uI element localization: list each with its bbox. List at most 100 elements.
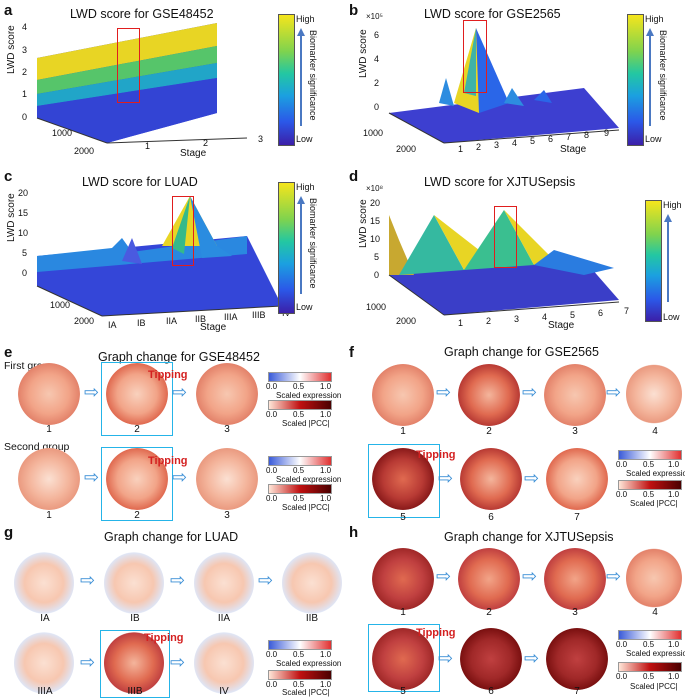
panel-d-stage-tick: 7 <box>624 306 630 316</box>
stage-label: 2 <box>486 607 492 618</box>
network-graph <box>18 448 80 510</box>
panel-d-ytick: 0 <box>374 270 380 280</box>
legend-tick: 1.0 <box>668 490 680 499</box>
stage-label: 5 <box>400 686 406 697</box>
panel-b-stage-tick: 9 <box>604 128 610 138</box>
panel-a-ytick: 4 <box>22 22 28 32</box>
arrow-right-icon: ⇨ <box>606 566 622 586</box>
panel-d-ytick: 10 <box>370 234 381 244</box>
legend-tick: 1.0 <box>320 494 332 503</box>
stage-label: IIB <box>305 613 319 624</box>
panel-letter-d: d <box>349 168 359 185</box>
arrow-up-icon <box>646 28 654 36</box>
arrow-right-icon: ⇨ <box>524 468 540 488</box>
stage-label: 2 <box>486 426 492 437</box>
panel-c-ytick: 20 <box>18 188 29 198</box>
panel-b-stage-tick: 6 <box>548 134 554 144</box>
panel-letter-h: h <box>349 524 359 541</box>
arrow-right-icon: ⇨ <box>170 570 186 590</box>
tipping-box <box>101 447 173 521</box>
panel-c-stage-tick: IIB <box>195 314 207 324</box>
arrow-right-icon: ⇨ <box>522 566 538 586</box>
panel-b-colorbar <box>627 14 644 146</box>
stage-label: 4 <box>652 607 658 618</box>
stage-label: 1 <box>400 426 406 437</box>
panel-a-depth-tick: 1000 <box>52 128 73 138</box>
panel-d-title: LWD score for XJTUSepsis <box>424 175 576 189</box>
colorbar-side-label: Biomarker significance <box>308 198 318 289</box>
legend-pcc-bar <box>618 480 682 490</box>
tipping-box <box>368 624 440 692</box>
stage-label: IV <box>219 686 229 697</box>
stage-label: 2 <box>134 424 140 435</box>
colorbar-low-label: Low <box>296 134 313 144</box>
panel-c-stage-tick: IIIB <box>252 310 266 320</box>
panel-c-stage-tick: IIA <box>166 316 178 326</box>
arrow-right-icon: ⇨ <box>438 648 454 668</box>
legend-tick: 1.0 <box>320 650 332 659</box>
stage-label: IIIA <box>37 686 53 697</box>
panel-d-ytick: 5 <box>374 252 380 262</box>
arrow-right-icon: ⇨ <box>436 382 452 402</box>
panel-a-ytick: 1 <box>22 89 28 99</box>
legend-pcc-bar <box>618 662 682 672</box>
legend-pcc-bar <box>268 670 332 680</box>
stage-label: 1 <box>46 510 52 521</box>
legend-tick: 0.0 <box>266 650 278 659</box>
network-graph <box>104 552 164 614</box>
stage-label: 6 <box>488 686 494 697</box>
legend-tick: 0.0 <box>266 494 278 503</box>
arrow-right-icon: ⇨ <box>170 652 186 672</box>
panel-b-stage-tick: 2 <box>476 142 482 152</box>
panel-d-ytick: 15 <box>370 216 381 226</box>
network-graph <box>372 448 434 510</box>
network-graph <box>14 552 74 614</box>
legend-tick: 1.0 <box>320 680 332 689</box>
panel-c-stage-tick: IB <box>137 318 146 328</box>
panel-a-ytick: 3 <box>22 45 28 55</box>
panel-h-title: Graph change for XJTUSepsis <box>444 530 614 544</box>
legend-tick: 0.0 <box>616 640 628 649</box>
arrow-right-icon: ⇨ <box>606 382 622 402</box>
legend-expression-label: Scaled expression <box>626 649 685 658</box>
stage-label: 3 <box>572 607 578 618</box>
network-graph <box>104 632 164 694</box>
legend-expression-bar <box>618 630 682 640</box>
arrow-right-icon: ⇨ <box>172 467 188 487</box>
network-graph <box>626 364 682 424</box>
panel-b-ytick: 2 <box>374 78 380 88</box>
panel-a-xlabel: Stage <box>180 148 207 159</box>
panel-c-stage-tick: IA <box>108 320 117 330</box>
panel-d-stage-tick: 1 <box>458 318 464 328</box>
arrow-right-icon: ⇨ <box>438 468 454 488</box>
panel-b-ytick: 6 <box>374 30 380 40</box>
legend-tick: 0.0 <box>266 410 278 419</box>
network-graph <box>194 552 254 614</box>
panel-b-ytick: 0 <box>374 102 380 112</box>
stage-label: 6 <box>488 512 494 523</box>
arrow-right-icon: ⇨ <box>258 570 274 590</box>
stage-label: 1 <box>46 424 52 435</box>
panel-c-ylabel: LWD score <box>6 193 17 242</box>
panel-c-stage-tick: IIIA <box>224 312 238 322</box>
legend-expression-label: Scaled expression <box>276 391 342 400</box>
arrow-up-icon <box>297 28 305 36</box>
legend-tick: 0.0 <box>266 382 278 391</box>
legend-expression-bar <box>268 456 332 466</box>
network-graph <box>106 448 168 510</box>
colorbar-side-label: Biomarker significance <box>658 30 668 121</box>
legend-tick: 0.5 <box>293 494 305 503</box>
panel-d-colorbar <box>645 200 662 322</box>
panel-a-surface <box>36 23 248 144</box>
panel-d-ylabel: LWD score <box>358 199 369 248</box>
colorbar-low-label: Low <box>645 134 662 144</box>
panel-c-ytick: 5 <box>22 248 28 258</box>
tipping-label: Tipping <box>148 369 188 381</box>
network-graph <box>458 548 520 610</box>
arrow-right-icon: ⇨ <box>436 566 452 586</box>
legend-expression-label: Scaled expression <box>626 469 685 478</box>
panel-c-xlabel: Stage <box>200 322 227 333</box>
panel-c-colorbar <box>278 182 295 314</box>
tipping-label: Tipping <box>416 627 456 639</box>
panel-d-stage-tick: 4 <box>542 312 548 322</box>
